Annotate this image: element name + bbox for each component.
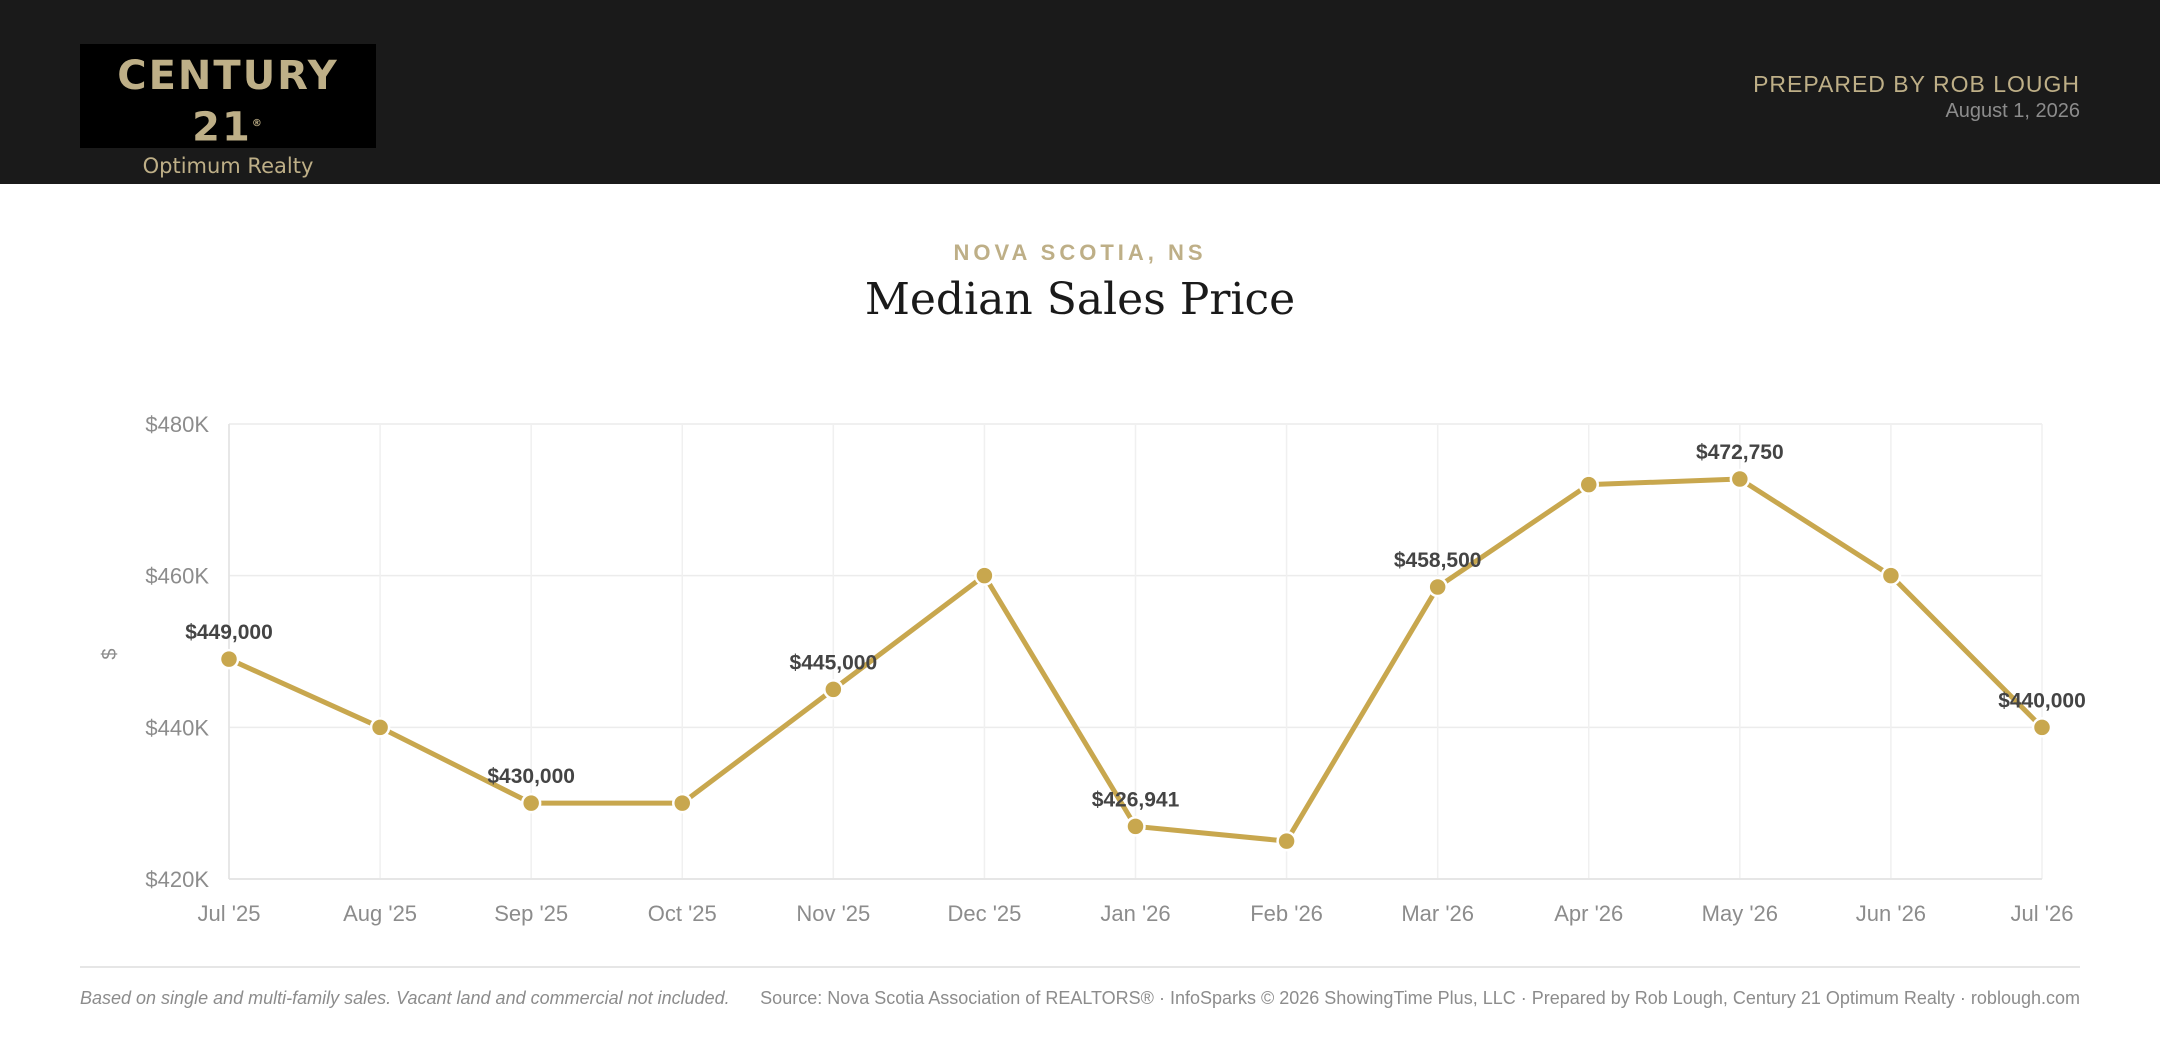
- x-tick-label: Jul '25: [198, 901, 261, 926]
- prepared-block: PREPARED BY ROB LOUGH August 1, 2026: [1753, 70, 2080, 124]
- x-tick-label: Jun '26: [1856, 901, 1926, 926]
- footer-source: Source: Nova Scotia Association of REALT…: [760, 988, 2080, 1008]
- x-tick-label: Sep '25: [494, 901, 568, 926]
- data-point: [672, 792, 693, 814]
- report-date: August 1, 2026: [1945, 100, 2080, 122]
- data-label: $458,500: [1394, 549, 1482, 572]
- y-tick-label: $440K: [145, 715, 209, 740]
- x-tick-label: Jan '26: [1100, 901, 1170, 926]
- data-point: [1880, 565, 1902, 586]
- x-tick-label: Oct '25: [648, 901, 717, 926]
- data-point: [1125, 816, 1146, 837]
- y-axis-label: $: [99, 648, 121, 659]
- data-label: $449,000: [185, 621, 273, 644]
- data-point: [1427, 576, 1448, 598]
- data-point: [218, 648, 240, 670]
- x-tick-label: May '26: [1702, 901, 1778, 926]
- y-tick-label: $420K: [145, 867, 209, 892]
- x-tick-label: Apr '26: [1554, 901, 1623, 926]
- region-label: NOVA SCOTIA, NS: [953, 240, 1207, 265]
- logo-subtitle: Optimum Realty: [142, 154, 314, 179]
- footer-note: Based on single and multi-family sales. …: [80, 988, 730, 1008]
- footer-divider: [80, 966, 2080, 968]
- data-point: [520, 792, 542, 814]
- data-point: [974, 565, 995, 586]
- x-tick-label: Nov '25: [796, 901, 870, 926]
- y-tick-label: $460K: [145, 564, 209, 589]
- data-point: [1276, 830, 1297, 852]
- x-tick-label: Jul '26: [2011, 901, 2074, 926]
- data-point: [1578, 474, 1599, 495]
- chart-title: Median Sales Price: [864, 274, 1296, 325]
- logo-brand: CENTURY 21: [117, 53, 339, 151]
- logo-registered-mark: ®: [251, 118, 264, 129]
- data-label: $472,750: [1696, 441, 1784, 464]
- data-label: $426,941: [1092, 788, 1180, 811]
- x-tick-label: Feb '26: [1250, 901, 1323, 926]
- data-label: $430,000: [487, 765, 575, 788]
- data-point: [1729, 468, 1751, 490]
- x-tick-label: Mar '26: [1401, 901, 1474, 926]
- century21-logo: CENTURY 21® Optimum Realty: [80, 44, 376, 178]
- data-point: [823, 679, 844, 700]
- data-point: [2031, 717, 2053, 738]
- data-label: $440,000: [1998, 689, 2086, 712]
- prepared-by: PREPARED BY ROB LOUGH: [1753, 71, 2080, 97]
- data-point: [369, 717, 391, 738]
- median-price-line-chart: $420K $440K $460K $480K Jul '25 Aug '25 Sep '2…: [99, 412, 2086, 926]
- y-tick-label: $480K: [145, 412, 209, 437]
- x-tick-label: Aug '25: [343, 901, 417, 926]
- x-tick-label: Dec '25: [947, 901, 1021, 926]
- data-label: $445,000: [790, 651, 878, 674]
- header-bar: CENTURY 21® Optimum Realty PREPARED BY R…: [0, 0, 2160, 184]
